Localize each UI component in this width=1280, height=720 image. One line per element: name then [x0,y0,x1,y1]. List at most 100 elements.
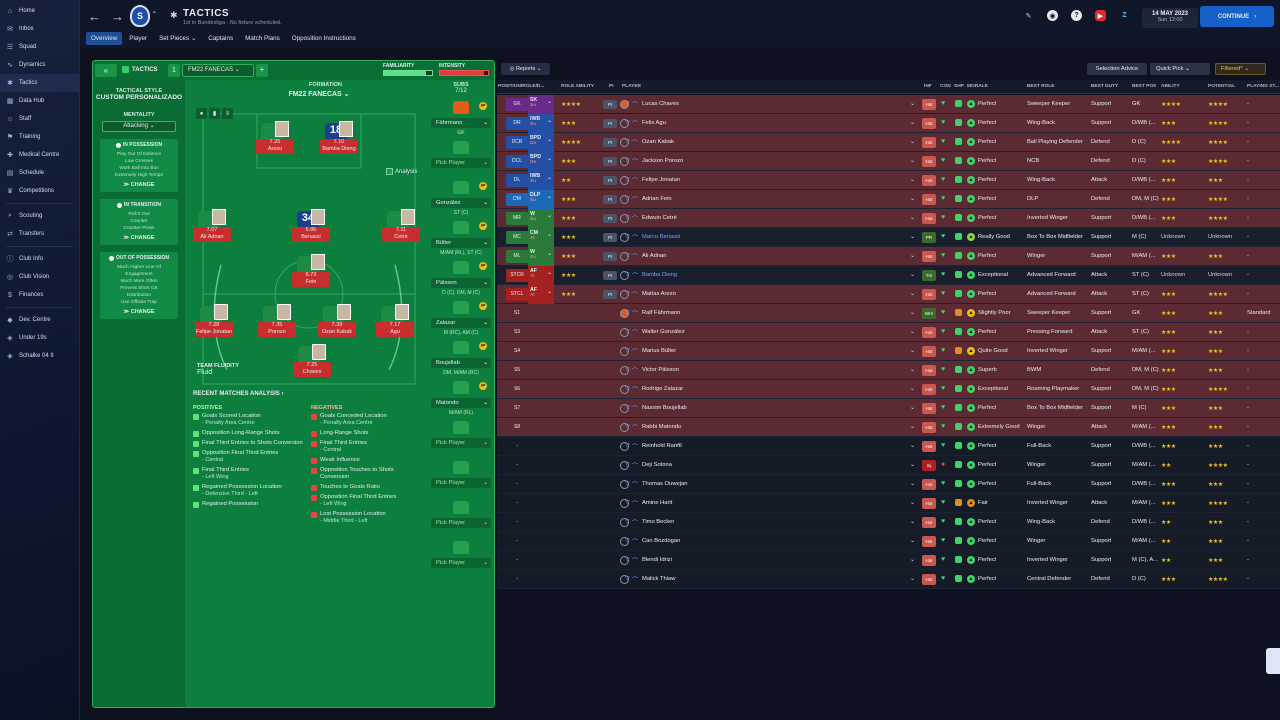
player-name[interactable]: Bamba Dieng [642,272,678,278]
sub-select[interactable]: Fährmann ⌄ [431,118,491,128]
position-tag[interactable]: S7 [513,405,521,411]
chevron-down-icon[interactable]: ⌄ [910,272,916,278]
analysis-item[interactable]: Regained Possession [193,501,305,508]
player-name[interactable]: Lucas Chaves [642,101,679,107]
sidebar-item-finances[interactable]: $ Finances [0,286,79,304]
table-row[interactable]: S7 ▽ ⌒ Nassim Boujellab ⌄ Hot ♥ ▲ Perfect Box To … [497,399,1280,418]
sub-select[interactable]: Pick Player ⌄ [431,558,491,568]
change-button[interactable]: ≫ CHANGE [100,235,178,241]
analysis-item[interactable]: Final Third Entries - Left Wing [193,467,305,481]
position-tag[interactable]: S3 [513,329,521,335]
sidebar-item-competitions[interactable]: ♛ Competitions [0,182,79,200]
table-row[interactable]: DCL BPD De ⌄ ★★★ PI ▽ ⌒ Jackson Porozo ⌄ Hot ♥ ▲ Perf… [497,152,1280,171]
quick-pick-button[interactable]: Quick Pick ⌄ [1150,63,1210,75]
table-row[interactable]: DL IWB Su ⌄ ★★ PI ▽ ⌒ Felipe Jonatan ⌄ Hot ♥ ▲ Perfec… [497,171,1280,190]
player-name[interactable]: Victor Pálsson [642,367,679,373]
analysis-item[interactable]: Goals Conceded Location - Penalty Area Ce… [311,413,423,427]
chevron-down-icon[interactable]: ⌄ [910,120,916,126]
club-badge[interactable]: S [130,5,150,27]
position-tag[interactable]: - [516,443,518,449]
position-tag[interactable]: STCR [506,269,528,282]
table-row[interactable]: - ▽ ⌒ Reinhold Ranftl ⌄ Hot ♥ ▲ Perfect Full-Back… [497,437,1280,456]
change-button[interactable]: ≫ CHANGE [100,182,178,188]
pen-icon[interactable]: ✎ [1025,12,1032,20]
position-tag[interactable]: - [516,519,518,525]
sub-select[interactable]: Pick Player ⌄ [431,478,491,488]
chevron-down-icon[interactable]: ⌄ [910,177,916,183]
tab-match-plans[interactable]: Match Plans [240,32,285,45]
chevron-down-icon[interactable]: ⌄ [910,481,916,487]
analysis-item[interactable]: Opposition Touches to Shots Conversion [311,467,423,481]
chevron-down-icon[interactable]: ⌄ [910,576,916,582]
table-row[interactable]: STCR AF At ⌄ ★★★ PI ▽ ⌒ Bamba Dieng ⌄ Tm ♥ ▲ Exceptio… [497,266,1280,285]
sub-select[interactable]: Zalazar ⌄ [431,318,491,328]
table-row[interactable]: - ▽ ⌒ Malick Thiaw ⌄ Hot ♥ ▲ Perfect Central Defe… [497,570,1280,589]
chevron-down-icon[interactable]: ⌄ [910,348,916,354]
analysis-item[interactable]: Long-Range Shots [311,430,423,437]
column-header[interactable]: BEST ROLE [1027,84,1055,89]
youtube-icon[interactable]: ▶ [1095,10,1106,21]
player-name[interactable]: Felix Agu [642,120,666,126]
swap-icon[interactable]: ⇄ [479,102,487,110]
sidebar-item-club-vision[interactable]: ◎ Club Vision [0,268,79,286]
sidebar-item-inbox[interactable]: ✉ Inbox [0,20,79,38]
tab-opposition-instructions[interactable]: Opposition Instructions [287,32,361,45]
position-tag[interactable]: DCR [506,136,528,149]
formation-select[interactable]: FM22 FANECAS ⌄ [288,91,350,98]
chevron-down-icon[interactable]: ⌄ [910,443,916,449]
player-instructions-icon[interactable]: PI [603,176,617,185]
instructions-icon[interactable]: ● [196,108,207,119]
sidebar-item-transfers[interactable]: ⇄ Transfers [0,225,79,243]
chevron-down-icon[interactable]: ⌄ [910,500,916,506]
sub-slot[interactable]: ⇄ Matondo ⌄ M/AM (RL) [431,381,491,419]
column-header[interactable]: PI [609,84,614,89]
position-tag[interactable]: DR [506,117,528,130]
sub-select[interactable]: Matondo ⌄ [431,398,491,408]
date-box[interactable]: 14 MAY 2023 Sun 12:00 [1142,8,1198,28]
sidebar-item-schalke-04-ii[interactable]: ◈ Schalke 04 II [0,347,79,365]
player-name[interactable]: Timo Becker [642,519,675,525]
analysis-item[interactable]: Final Third Entries to Shots Conversion [193,440,305,447]
sidebar-item-dev-centre[interactable]: ◆ Dev. Centre [0,311,79,329]
sub-slot[interactable]: ⇄ González ⌄ ST (C) [431,181,491,219]
analysis-title[interactable]: RECENT MATCHES ANALYSIS › [193,391,284,397]
column-header[interactable]: MORALE [967,84,988,89]
position-tag[interactable]: - [516,538,518,544]
table-row[interactable]: S6 ▽ ⌒ Rodrigo Zalazar ⌄ Hot ♥ ▲ Exceptional Roam… [497,380,1280,399]
sub-slot[interactable]: Pick Player ⌄ [431,461,491,499]
swap-icon[interactable]: ⇄ [479,342,487,350]
intensity-bar[interactable] [439,70,489,76]
player-name[interactable]: Marius Bülter [642,348,677,354]
player-instructions-icon[interactable]: PI [603,119,617,128]
chevron-down-icon[interactable]: ⌄ [910,310,916,316]
player-name[interactable]: Malick Thiaw [642,576,676,582]
analysis-item[interactable]: Final Third Entries - Central [311,440,423,454]
chevron-updown-icon[interactable]: ⌃ [151,10,158,19]
side-feedback-tab[interactable] [1266,648,1280,674]
column-header[interactable]: CON [940,84,951,89]
position-tag[interactable]: GK [506,98,528,111]
sub-select[interactable]: Pick Player ⌄ [431,158,491,168]
player-name[interactable]: Jackson Porozo [642,158,684,164]
table-row[interactable]: - ▽ ⌒ Thomas Ouwejan ⌄ Hot ♥ ▲ Perfect Full-Back S… [497,475,1280,494]
analysis-item[interactable]: Opposition Long-Range Shots [193,430,305,437]
role-duty[interactable]: W Su [528,209,554,228]
player-name[interactable]: Marco Benassi [642,234,681,240]
column-header[interactable]: POTENTIAL [1208,84,1236,89]
analysis-item[interactable]: Opposition Final Third Entries - Central [193,450,305,464]
familiarity-bar[interactable] [383,70,433,76]
player-name[interactable]: Adrian Fein [642,196,672,202]
table-row[interactable]: S1 ▽ ⌒ Ralf Fährmann ⌄ Wrn ♥ ▲ Slightly Poor Swee… [497,304,1280,323]
chevron-down-icon[interactable]: ⌄ [910,234,916,240]
table-row[interactable]: - ▽ ⌒ Deji Sotona ⌄ Inj ● ▲ Perfect Winger Support… [497,456,1280,475]
role-duty[interactable]: IWB Su [528,171,554,190]
analysis-item[interactable]: Goals Scored Location - Penalty Area Cent… [193,413,305,427]
column-header[interactable]: SHP [954,84,964,89]
player-instructions-icon[interactable]: PI [603,157,617,166]
position-tag[interactable]: DL [506,174,528,187]
position-tag[interactable]: S6 [513,386,521,392]
position-tag[interactable]: S5 [513,367,521,373]
sidebar-item-staff[interactable]: ☺ Staff [0,110,79,128]
table-row[interactable]: DM DLP Su ⌄ ★★★ PI ▽ ⌒ Adrian Fein ⌄ Hot ♥ ▲ Perfect D… [497,190,1280,209]
table-row[interactable]: STCL AF At ⌄ ★★★ PI ▽ ⌒ Matías Arezo ⌄ Hot ♥ ▲ Perfec… [497,285,1280,304]
